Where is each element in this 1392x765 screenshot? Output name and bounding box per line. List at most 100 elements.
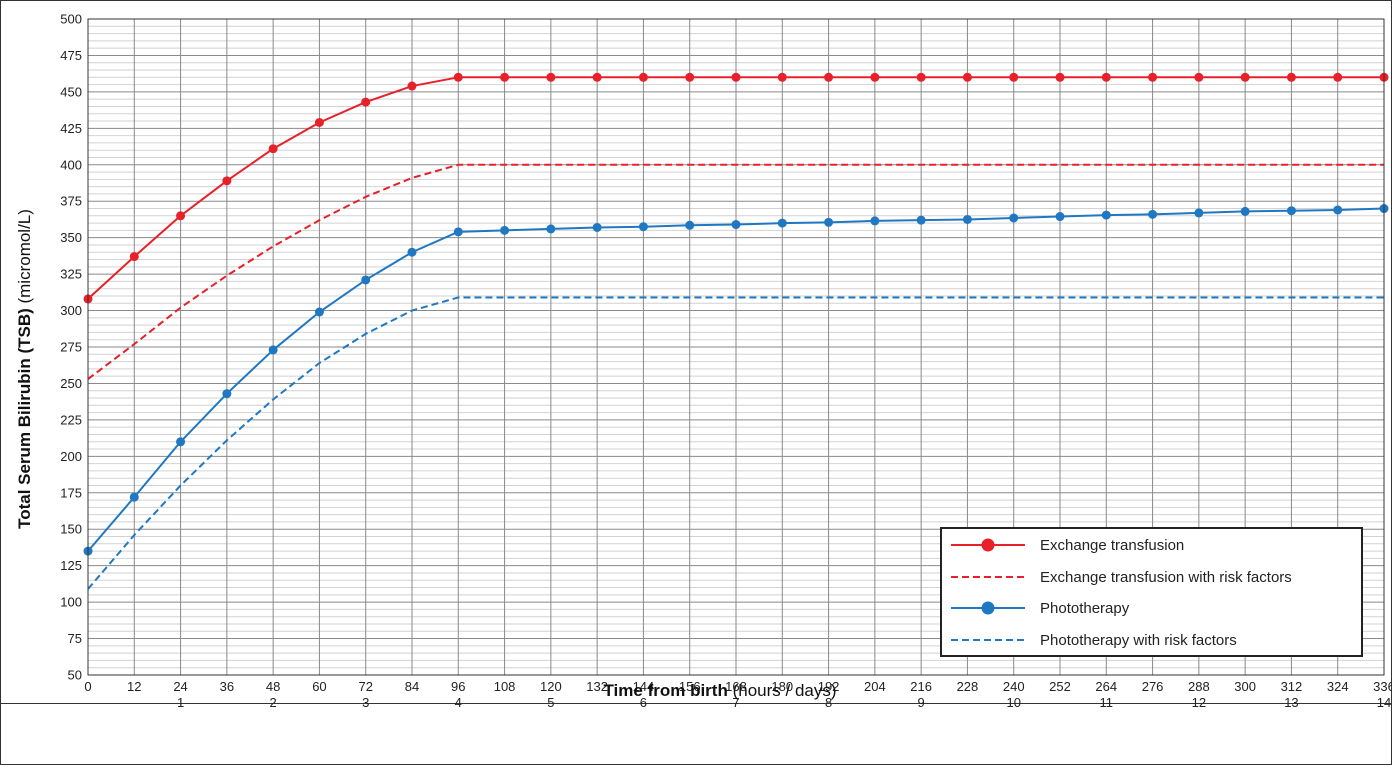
legend-item-exchange-transfusion-risk: Exchange transfusion with risk factors [951,569,1292,586]
day-tick-label: 1 [177,695,184,710]
data-point [222,176,232,186]
y-tick-label: 400 [60,157,82,172]
data-point [129,492,139,502]
data-point [268,345,278,355]
y-tick-label: 275 [60,340,82,355]
data-point [500,225,510,235]
legend: Exchange transfusion Exchange transfusio… [940,527,1363,657]
x-tick-label: 288 [1188,679,1210,694]
y-tick-label: 50 [68,668,82,683]
x-tick-label: 96 [451,679,465,694]
data-point [731,72,741,82]
x-tick-label: 204 [864,679,886,694]
y-tick-labels: 50 75 100 125 150 175 200 225 250 275 300 325 350 375… [60,12,82,683]
legend-label: Phototherapy with risk factors [1040,632,1237,649]
series-line [87,296,1384,590]
data-point [1194,208,1204,218]
data-point [1194,72,1204,82]
day-tick-label: 7 [732,695,739,710]
day-tick-label: 13 [1284,695,1298,710]
data-point [314,307,324,317]
day-tick-label: 14 [1377,695,1391,710]
data-point [916,72,926,82]
y-tick-label: 175 [60,485,82,500]
x-tick-label: 48 [266,679,280,694]
legend-label: Exchange transfusion [1040,537,1184,554]
data-point [592,222,602,232]
data-point [638,72,648,82]
data-point [592,72,602,82]
y-axis-title: Total Serum Bilirubin (TSB) (micromol/L) [15,209,34,529]
x-tick-label: 108 [494,679,516,694]
y-tick-label: 75 [68,631,82,646]
x-tick-label: 156 [679,679,701,694]
y-tick-label: 200 [60,449,82,464]
data-point [407,81,417,91]
y-tick-label: 500 [60,12,82,27]
data-point [870,72,880,82]
x-tick-label: 240 [1003,679,1025,694]
data-point [824,217,834,227]
data-point [407,247,417,257]
data-point [1055,212,1065,222]
data-point [1148,72,1158,82]
x-tick-label: 84 [405,679,419,694]
data-point [1101,72,1111,82]
y-tick-label: 150 [60,522,82,537]
day-tick-label: 4 [455,695,462,710]
legend-item-exchange-transfusion: Exchange transfusion [951,537,1184,554]
data-point [824,72,834,82]
data-point [1101,210,1111,220]
y-tick-label: 375 [60,194,82,209]
data-point [731,220,741,230]
day-tick-label: 8 [825,695,832,710]
x-tick-label: 72 [358,679,372,694]
x-tick-label: 12 [127,679,141,694]
y-tick-label: 125 [60,558,82,573]
data-point [962,214,972,224]
x-axis-title-bold: Time from birth [603,681,727,700]
data-point [870,216,880,226]
x-tick-label: 120 [540,679,562,694]
data-point [777,72,787,82]
x-tick-label: 216 [910,679,932,694]
data-point [1009,213,1019,223]
series-layer [83,72,1389,590]
data-point [1055,72,1065,82]
legend-swatch-marker [981,538,995,552]
day-tick-label: 5 [547,695,554,710]
legend-box [940,527,1363,657]
y-tick-label: 300 [60,303,82,318]
x-tick-label: 336 [1373,679,1392,694]
plot-border [87,18,1385,676]
data-point [546,224,556,234]
x-tick-label: 36 [220,679,234,694]
x-tick-labels: 0 12 24 36 48 60 72 84 96 108 120 132 144 156 168 180 19… [84,679,1392,694]
data-point [500,72,510,82]
data-point [222,389,232,399]
day-tick-label: 11 [1100,695,1114,710]
y-tick-label: 450 [60,84,82,99]
x-tick-label: 300 [1234,679,1256,694]
series-exchange-transfusion-with-risk-factors [87,163,1384,380]
legend-label: Exchange transfusion with risk factors [1040,569,1292,586]
y-tick-label: 325 [60,267,82,282]
y-tick-label: 100 [60,595,82,610]
x-tick-label: 324 [1327,679,1349,694]
data-point [1286,206,1296,216]
day-tick-label: 12 [1192,695,1206,710]
data-point [1333,205,1343,215]
day-tick-label: 10 [1006,695,1020,710]
legend-swatch-marker [981,601,995,615]
y-tick-label: 225 [60,412,82,427]
x-tick-label: 132 [586,679,608,694]
data-point [129,252,139,262]
y-tick-label: 250 [60,376,82,391]
y-tick-label: 425 [60,121,82,136]
day-tick-label: 2 [270,695,277,710]
x-tick-label: 24 [173,679,187,694]
x-tick-label: 168 [725,679,747,694]
data-point [453,72,463,82]
series-phototherapy [83,204,1389,556]
x-tick-label: 180 [771,679,793,694]
